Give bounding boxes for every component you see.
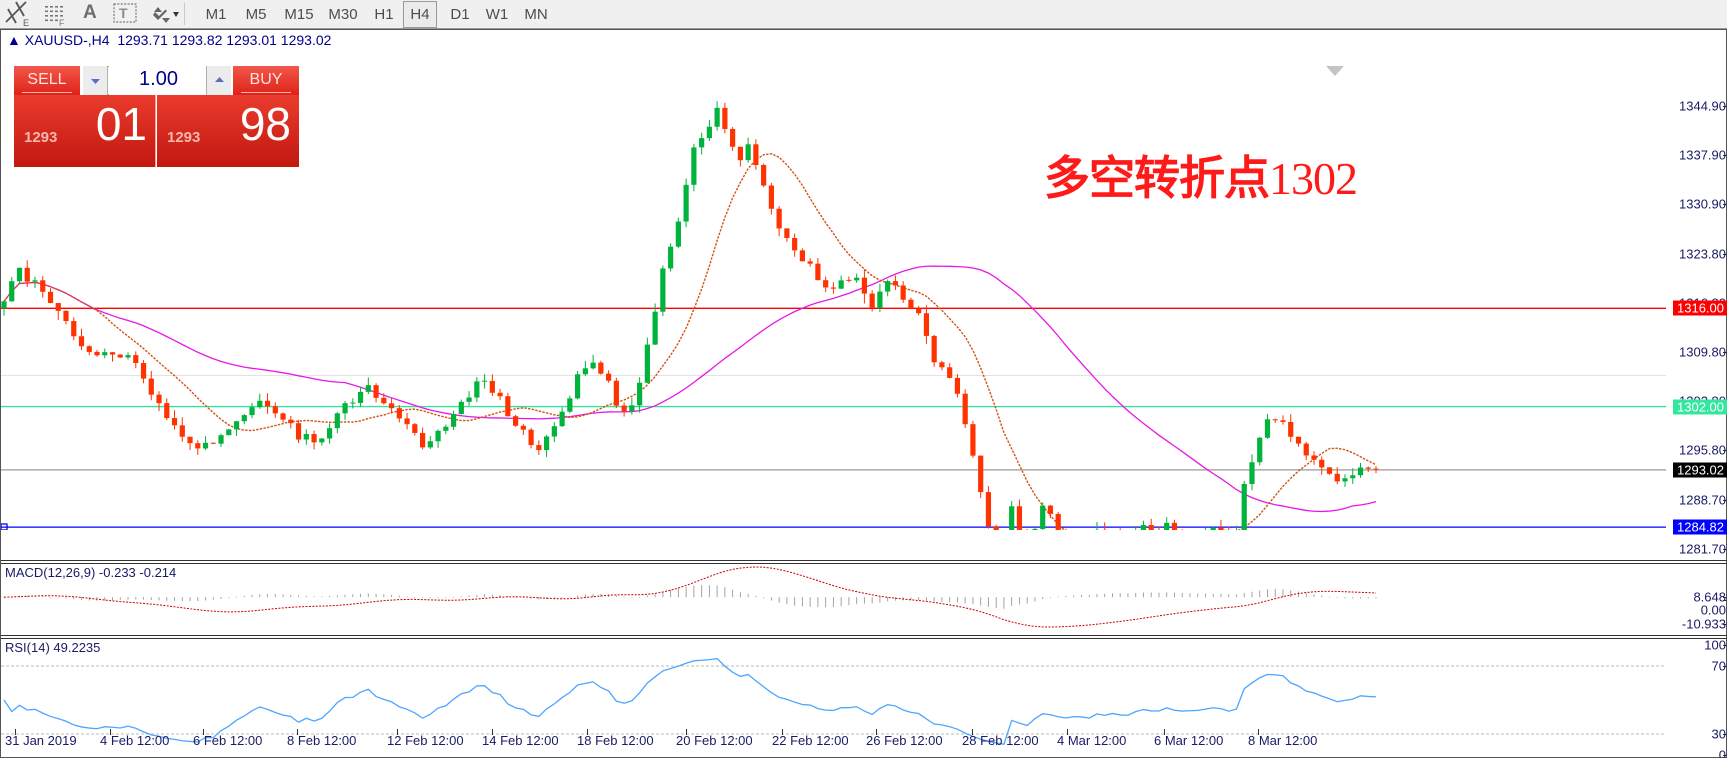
svg-text:E: E (23, 18, 29, 28)
svg-text:F: F (59, 18, 65, 28)
svg-text:T: T (119, 5, 128, 21)
